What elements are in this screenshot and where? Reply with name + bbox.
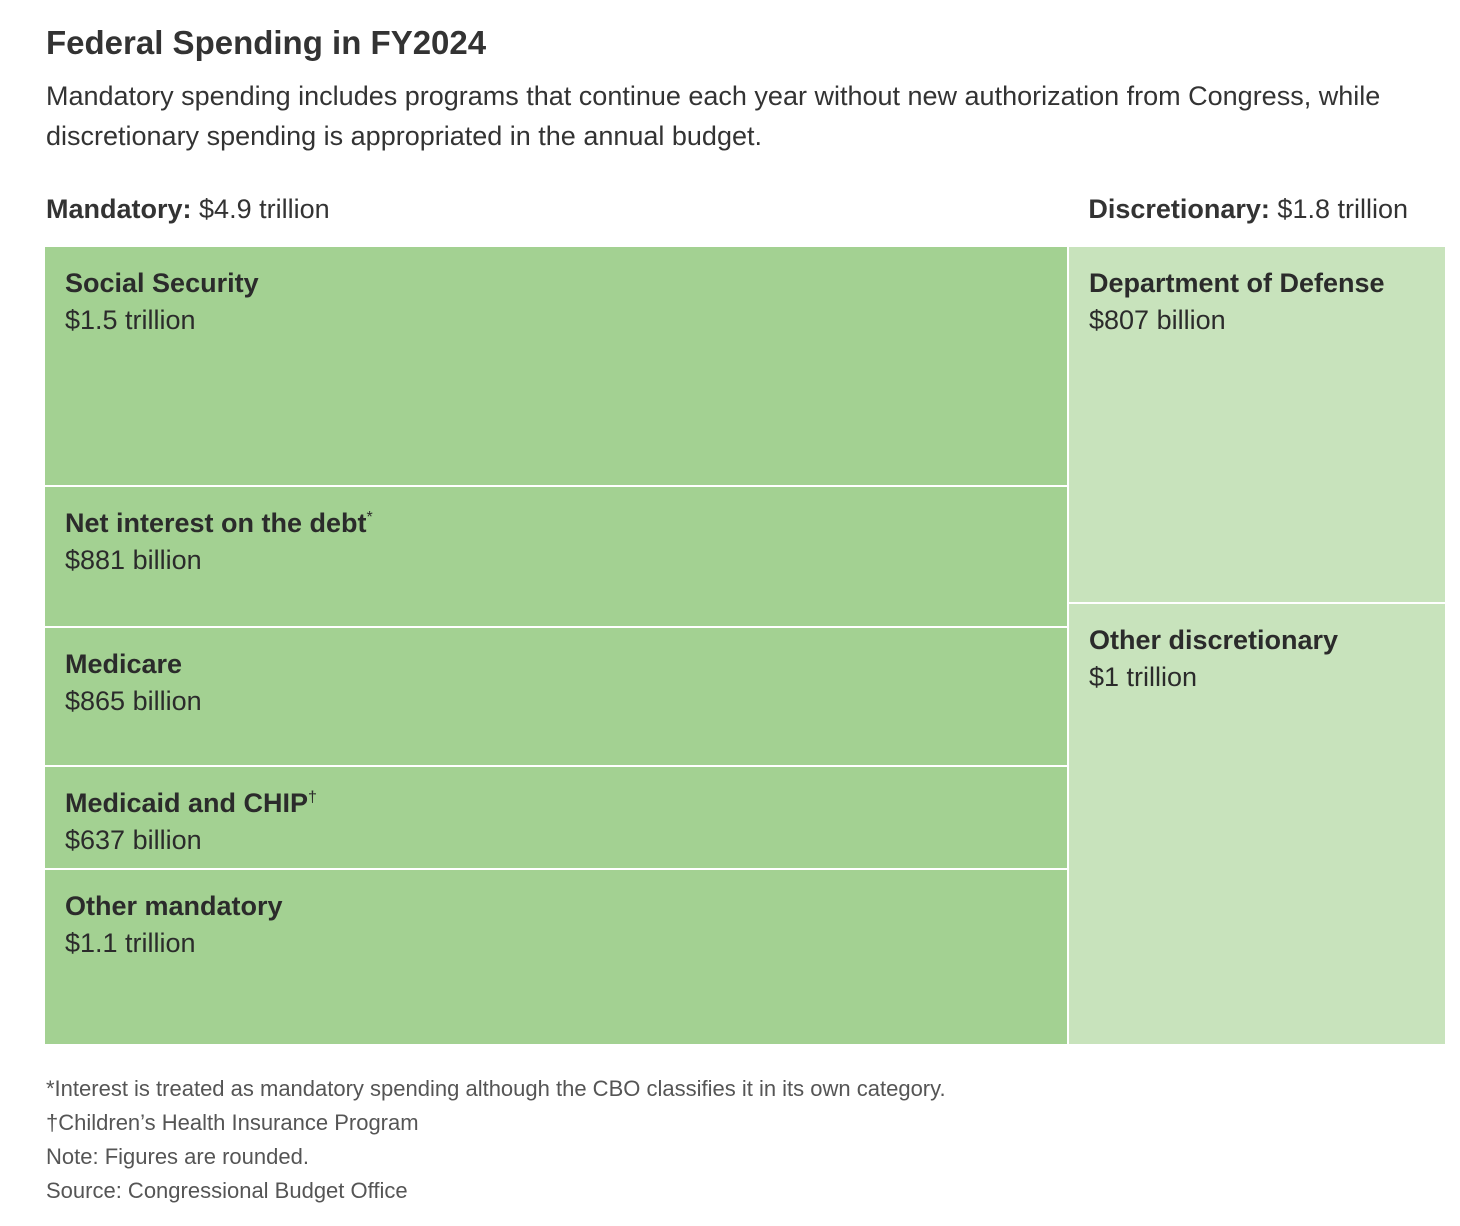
tile-value: $637 billion bbox=[65, 825, 202, 855]
discretionary-header: Discretionary: $1.8 trillion bbox=[1088, 194, 1408, 225]
tile-net-interest-on-the-debt: Net interest on the debt* $881 billion bbox=[45, 487, 1067, 626]
tile-label: Medicaid and CHIP† bbox=[65, 788, 317, 818]
footnote-note: Note: Figures are rounded. bbox=[46, 1144, 309, 1169]
discretionary-header-total: $1.8 trillion bbox=[1277, 194, 1408, 224]
mandatory-header-label: Mandatory: bbox=[46, 194, 192, 224]
discretionary-header-label: Discretionary: bbox=[1088, 194, 1270, 224]
tile-value: $881 billion bbox=[65, 545, 202, 575]
tile-label: Social Security bbox=[65, 268, 259, 298]
tile-department-of-defense: Department of Defense $807 billion bbox=[1069, 247, 1445, 602]
tile-other-mandatory: Other mandatory $1.1 trillion bbox=[45, 870, 1067, 1044]
tile-medicaid-and-chip: Medicaid and CHIP† $637 billion bbox=[45, 767, 1067, 868]
footnote-mark: † bbox=[308, 789, 317, 806]
chart-title: Federal Spending in FY2024 bbox=[46, 24, 487, 61]
chart-subtitle: Mandatory spending includes programs tha… bbox=[46, 81, 1381, 151]
footnote-mark: * bbox=[366, 509, 373, 526]
mandatory-header: Mandatory: $4.9 trillion bbox=[46, 194, 330, 225]
mandatory-header-total: $4.9 trillion bbox=[199, 194, 330, 224]
tile-other-discretionary: Other discretionary $1 trillion bbox=[1069, 604, 1445, 1044]
tile-label: Medicare bbox=[65, 649, 183, 679]
tile-label: Other mandatory bbox=[65, 891, 283, 921]
tile-social-security: Social Security $1.5 trillion bbox=[45, 247, 1067, 485]
footnotes: *Interest is treated as mandatory spendi… bbox=[46, 1072, 946, 1208]
footnote-source: Source: Congressional Budget Office bbox=[46, 1178, 408, 1203]
tile-value: $1.1 trillion bbox=[65, 928, 196, 958]
treemap: Social Security $1.5 trillion Net interest… bbox=[45, 247, 1445, 1044]
tile-value: $865 billion bbox=[65, 686, 202, 716]
tile-value: $807 billion bbox=[1089, 305, 1226, 335]
tile-label: Other discretionary bbox=[1089, 625, 1339, 655]
tile-label: Net interest on the debt* bbox=[65, 508, 373, 538]
tile-medicare: Medicare $865 billion bbox=[45, 628, 1067, 765]
footnote-chip: †Children’s Health Insurance Program bbox=[46, 1110, 419, 1135]
tile-value: $1 trillion bbox=[1089, 662, 1198, 692]
tile-value: $1.5 trillion bbox=[65, 305, 196, 335]
footnote-interest: *Interest is treated as mandatory spendi… bbox=[46, 1076, 946, 1101]
tile-label: Department of Defense bbox=[1089, 268, 1385, 298]
